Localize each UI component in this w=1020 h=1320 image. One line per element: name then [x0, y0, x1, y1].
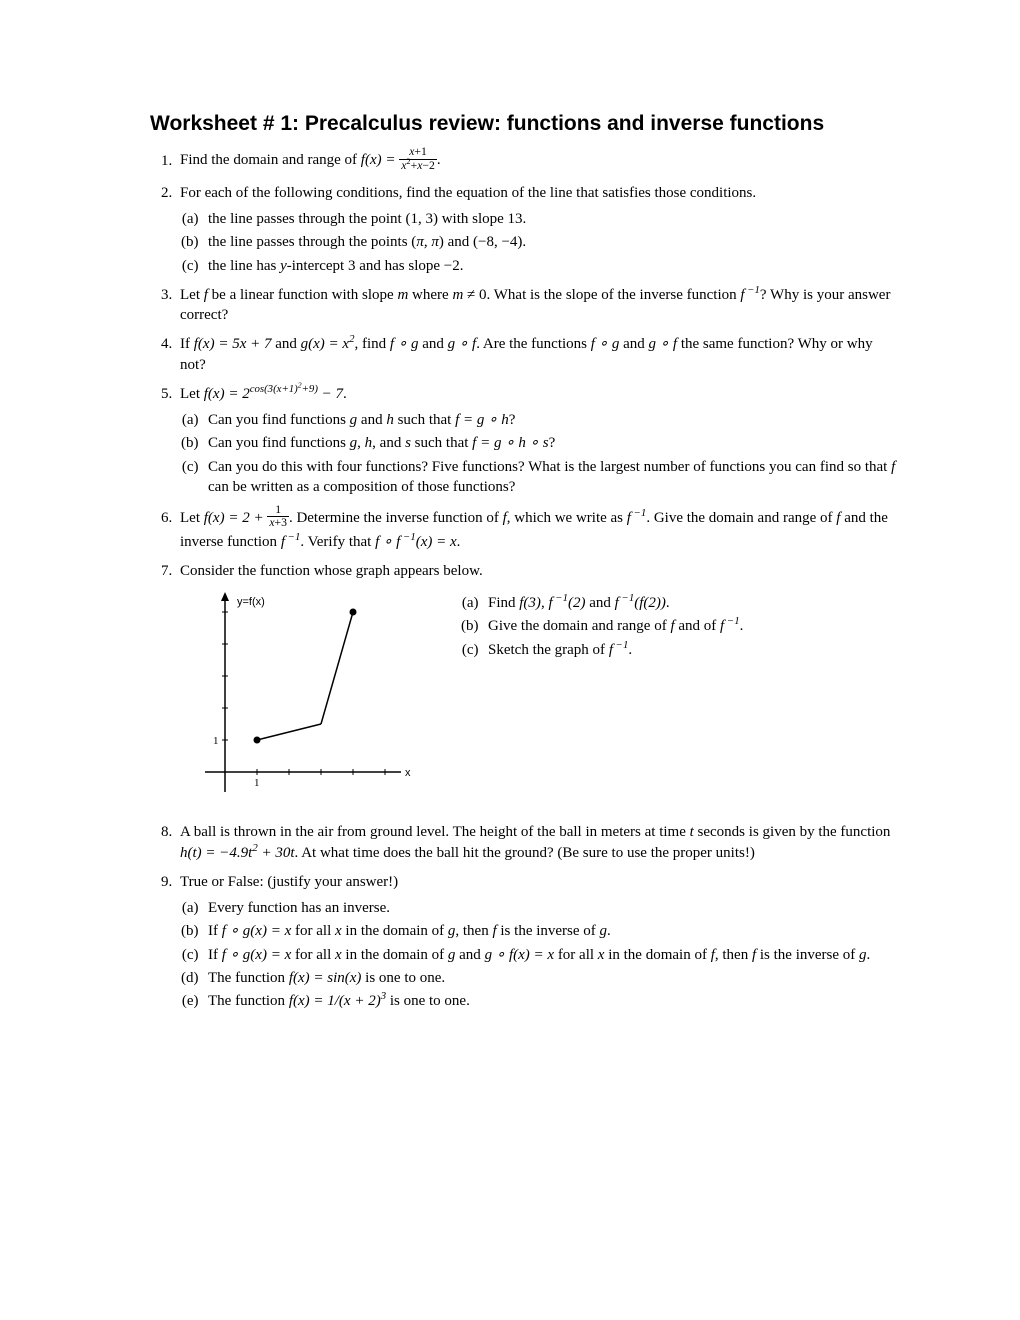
problem-2: For each of the following conditions, fi…	[176, 183, 900, 276]
q7-graph: y=f(x) x 1 1	[180, 587, 420, 813]
problem-6: Let f(x) = 2 + 1x+3. Determine the inver…	[176, 506, 900, 552]
problem-5b: Can you find functions g, h, and s such …	[206, 433, 900, 453]
problem-7: Consider the function whose graph appear…	[176, 561, 900, 814]
problem-2c: the line has y-intercept 3 and has slope…	[206, 256, 900, 276]
svg-text:1: 1	[254, 777, 260, 789]
problem-9: True or False: (justify your answer!) Ev…	[176, 872, 900, 1012]
problem-8: A ball is thrown in the air from ground …	[176, 822, 900, 863]
problem-2b: the line passes through the points (π, π…	[206, 232, 900, 252]
problem-4: If f(x) = 5x + 7 and g(x) = x2, find f ∘…	[176, 334, 900, 375]
problem-7a: Find f(3), f −1(2) and f −1(f(2)).	[486, 593, 900, 613]
problem-3: Let f be a linear function with slope m …	[176, 285, 900, 326]
problem-2a: the line passes through the point (1, 3)…	[206, 209, 900, 229]
problem-5c: Can you do this with four functions? Fiv…	[206, 457, 900, 498]
problem-9e: The function f(x) = 1/(x + 2)3 is one to…	[206, 991, 900, 1011]
problem-9d: The function f(x) = sin(x) is one to one…	[206, 968, 900, 988]
svg-text:y=f(x): y=f(x)	[237, 596, 265, 608]
svg-text:1: 1	[213, 735, 219, 747]
problem-5a: Can you find functions g and h such that…	[206, 410, 900, 430]
problem-5: Let f(x) = 2cos(3(x+1)2+9) − 7. Can you …	[176, 384, 900, 497]
svg-text:x: x	[405, 767, 411, 779]
problem-list: Find the domain and range of f(x) = x+1x…	[150, 148, 900, 1011]
problem-7b: Give the domain and range of f and of f …	[486, 616, 900, 636]
problem-1: Find the domain and range of f(x) = x+1x…	[176, 148, 900, 174]
page-title: Worksheet # 1: Precalculus review: funct…	[150, 110, 900, 138]
problem-9a: Every function has an inverse.	[206, 898, 900, 918]
problem-9b: If f ∘ g(x) = x for all x in the domain …	[206, 921, 900, 941]
problem-7c: Sketch the graph of f −1.	[486, 640, 900, 660]
problem-9c: If f ∘ g(x) = x for all x in the domain …	[206, 945, 900, 965]
